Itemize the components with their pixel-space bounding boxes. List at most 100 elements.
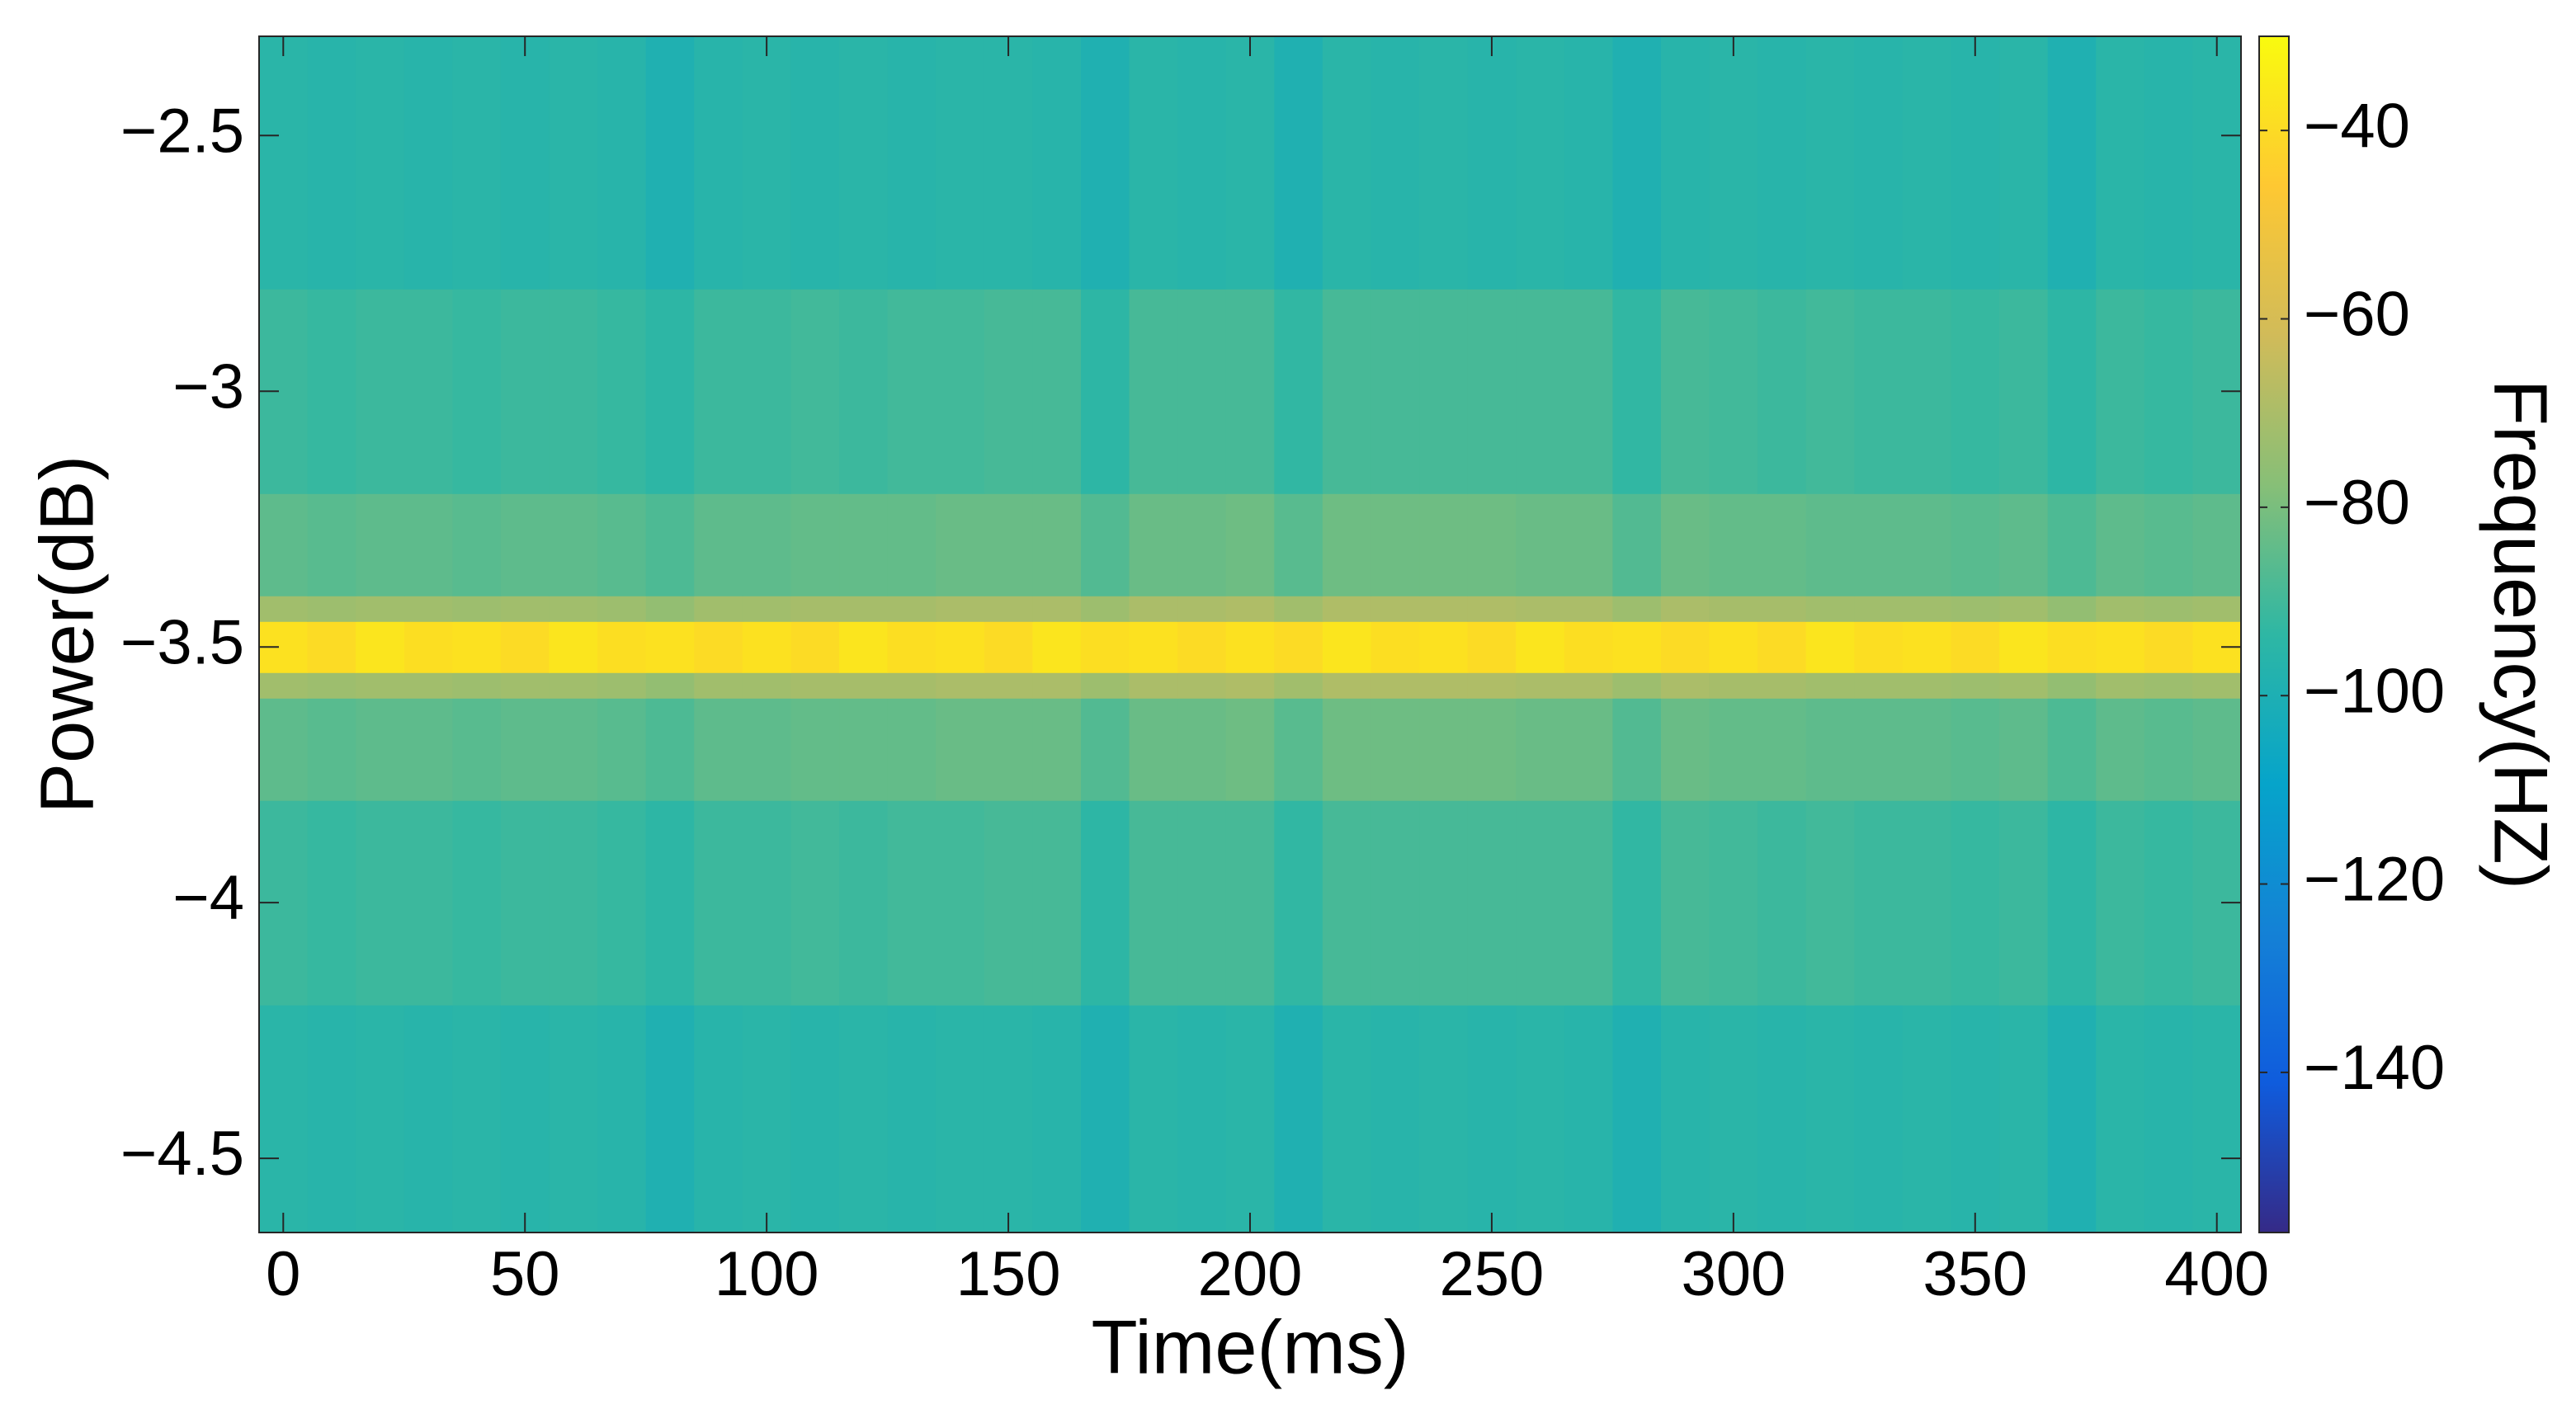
heatmap-cell [452,672,502,699]
heatmap-cell [1564,672,1613,699]
heatmap-cell [1225,800,1275,1006]
heatmap-cell [936,36,985,290]
heatmap-cell [936,800,985,1006]
colorbar-label: Frequency(HZ) [2479,379,2563,890]
heatmap-cell [2047,1005,2097,1233]
heatmap [259,36,2242,1233]
heatmap-cell [1805,621,1855,673]
heatmap-cell [1274,1005,1323,1233]
heatmap-cell [2144,621,2194,673]
heatmap-cell [790,36,840,290]
heatmap-cell [1274,596,1323,622]
heatmap-cell [1371,1005,1420,1233]
heatmap-cell [1467,672,1517,699]
colorbar-tick-label: −60 [2304,280,2410,350]
heatmap-cell [1177,596,1227,622]
heatmap-cell [1854,800,1904,1006]
heatmap-cell [500,596,550,622]
heatmap-cell [403,672,453,699]
heatmap-cell [887,493,937,596]
heatmap-cell [742,621,792,673]
heatmap-cell [984,698,1033,801]
heatmap-cell [839,1005,889,1233]
colorbar-tick-label: −80 [2304,468,2410,538]
heatmap-cell [403,1005,453,1233]
heatmap-cell [1854,1005,1904,1233]
heatmap-cell [307,621,356,673]
x-tick-label: 0 [266,1239,300,1309]
heatmap-cell [1080,493,1130,596]
heatmap-cell [356,621,405,673]
heatmap-cell [1854,621,1904,673]
heatmap-cell [1709,36,1758,290]
heatmap-cell [1080,800,1130,1006]
heatmap-cell [1612,1005,1662,1233]
heatmap-cell [645,493,695,596]
heatmap-cell [839,621,889,673]
heatmap-cell [1902,1005,1952,1233]
heatmap-cell [1419,698,1469,801]
heatmap-cell [790,800,840,1006]
heatmap-cell [1709,493,1758,596]
heatmap-cell [742,596,792,622]
heatmap-cell [1709,1005,1758,1233]
heatmap-cell [1757,621,1807,673]
heatmap-cell [2047,698,2097,801]
heatmap-cell [597,493,647,596]
heatmap-cell [984,621,1033,673]
heatmap-cell [307,493,356,596]
heatmap-cell [1999,672,2049,699]
heatmap-cell [2192,36,2242,290]
heatmap-cell [1564,698,1613,801]
y-tick-label: −4 [172,863,244,933]
heatmap-cell [1902,36,1952,290]
heatmap-cell [403,36,453,290]
heatmap-cell [307,289,356,494]
heatmap-cell [2096,36,2145,290]
heatmap-cell [2047,672,2097,699]
heatmap-cell [1129,289,1178,494]
x-tick-label: 350 [1923,1239,2027,1309]
heatmap-cell [500,621,550,673]
heatmap-cell [1080,672,1130,699]
heatmap-cell [645,672,695,699]
heatmap-cell [1080,596,1130,622]
heatmap-cell [307,672,356,699]
heatmap-cell [403,493,453,596]
heatmap-cell [790,289,840,494]
heatmap-cell [742,289,792,494]
heatmap-cell [1805,289,1855,494]
heatmap-cell [1322,698,1372,801]
heatmap-cell [742,698,792,801]
heatmap-cell [1757,1005,1807,1233]
heatmap-cell [1419,36,1469,290]
heatmap-cell [1225,672,1275,699]
heatmap-cell [1660,289,1710,494]
heatmap-cell [597,800,647,1006]
y-tick-label: −3.5 [120,607,244,677]
heatmap-cell [549,672,598,699]
heatmap-cell [1902,289,1952,494]
heatmap-cell [1516,36,1565,290]
heatmap-cell [1225,596,1275,622]
heatmap-cell [307,800,356,1006]
heatmap-cell [1516,596,1565,622]
heatmap-cell [936,698,985,801]
heatmap-cell [1951,621,2000,673]
heatmap-cell [2192,672,2242,699]
heatmap-cell [2096,800,2145,1006]
heatmap-cell [1322,621,1372,673]
heatmap-cell [1516,289,1565,494]
heatmap-cell [1902,698,1952,801]
heatmap-cell [597,1005,647,1233]
heatmap-cell [1805,596,1855,622]
heatmap-cell [2144,289,2194,494]
heatmap-cell [1516,672,1565,699]
heatmap-cell [1902,800,1952,1006]
heatmap-cell [1129,672,1178,699]
heatmap-cell [1419,672,1469,699]
heatmap-cell [1805,698,1855,801]
heatmap-cell [694,36,743,290]
heatmap-cell [1709,289,1758,494]
heatmap-cell [1419,800,1469,1006]
